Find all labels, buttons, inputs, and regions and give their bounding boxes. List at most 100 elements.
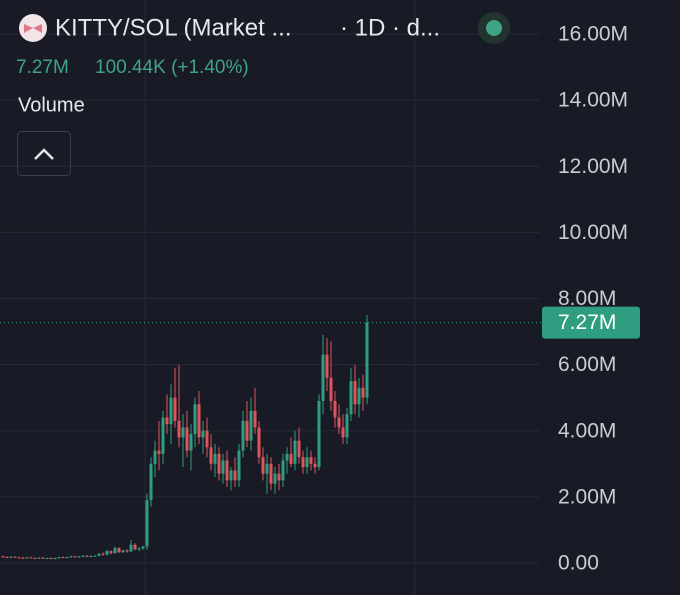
y-tick-label: 16.00M bbox=[558, 23, 628, 46]
header: KITTY/SOL (Market ... · 1D · d... 7.27M … bbox=[16, 12, 510, 176]
collapse-button[interactable] bbox=[17, 131, 71, 176]
candle-body bbox=[113, 548, 117, 554]
candle-body bbox=[121, 550, 125, 553]
candle-body bbox=[349, 381, 353, 415]
candle-body bbox=[205, 430, 209, 448]
candle-body bbox=[109, 551, 113, 554]
candle-body bbox=[345, 414, 349, 438]
candle-body bbox=[309, 457, 313, 464]
candle-body bbox=[133, 544, 137, 550]
candle-body bbox=[17, 557, 21, 559]
y-tick-label: 10.00M bbox=[558, 221, 628, 244]
candle-body bbox=[21, 557, 25, 559]
candle-body bbox=[245, 420, 249, 441]
candle-body bbox=[117, 548, 121, 553]
candle-body bbox=[261, 457, 265, 474]
candle-body bbox=[45, 558, 49, 560]
candle-body bbox=[5, 557, 9, 559]
interval: · 1D · d... bbox=[340, 14, 440, 41]
candle-body bbox=[149, 463, 153, 501]
candle-body bbox=[73, 556, 77, 558]
candle-body bbox=[141, 546, 145, 549]
candle-body bbox=[313, 463, 317, 468]
candle-body bbox=[189, 434, 193, 451]
candle-body bbox=[105, 551, 109, 555]
candle-body bbox=[341, 427, 345, 438]
candle-body bbox=[301, 457, 305, 468]
y-tick-label: 12.00M bbox=[558, 155, 628, 178]
candle-body bbox=[229, 470, 233, 481]
candle-body bbox=[85, 555, 89, 557]
candle-body bbox=[201, 430, 205, 438]
candle-body bbox=[173, 397, 177, 421]
candle-body bbox=[157, 450, 161, 454]
candle-body bbox=[285, 453, 289, 461]
candle-body bbox=[101, 553, 105, 555]
candle-body bbox=[269, 463, 273, 484]
candle-body bbox=[97, 553, 101, 556]
candle-body bbox=[33, 558, 37, 560]
last-value: 7.27M bbox=[16, 57, 69, 78]
candle-body bbox=[273, 473, 277, 484]
price-label-box bbox=[542, 306, 640, 339]
candle-body bbox=[321, 354, 325, 401]
candle-body bbox=[237, 450, 241, 481]
candle-body bbox=[253, 410, 257, 428]
candle-body bbox=[129, 544, 133, 552]
candle-body bbox=[305, 457, 309, 468]
candle-body bbox=[137, 548, 141, 550]
change: 100.44K (+1.40%) bbox=[95, 57, 249, 78]
candle-body bbox=[41, 557, 45, 559]
candle-body bbox=[57, 557, 61, 559]
y-tick-label: 14.00M bbox=[558, 89, 628, 112]
candle-body bbox=[181, 427, 185, 438]
candle-body bbox=[265, 463, 269, 474]
candle-body bbox=[325, 354, 329, 378]
candle-body bbox=[365, 322, 369, 398]
candle-body bbox=[13, 556, 17, 558]
candle-body bbox=[281, 460, 285, 481]
candle-body bbox=[77, 556, 81, 558]
candle-body bbox=[297, 440, 301, 458]
candle-body bbox=[249, 410, 253, 441]
candle-body bbox=[213, 453, 217, 464]
candle-body bbox=[361, 387, 365, 398]
candle-body bbox=[357, 387, 361, 405]
candle-body bbox=[317, 400, 321, 468]
candle-body bbox=[221, 460, 225, 474]
y-tick-label: 0.00 bbox=[558, 552, 599, 575]
y-tick-label: 6.00M bbox=[558, 353, 616, 376]
candle-body bbox=[29, 557, 33, 559]
candles bbox=[0, 315, 542, 560]
candle-body bbox=[145, 500, 149, 547]
candle-body bbox=[1, 556, 5, 558]
candle-body bbox=[69, 556, 73, 558]
candle-body bbox=[353, 381, 357, 405]
candle-body bbox=[241, 420, 245, 451]
candle-body bbox=[25, 557, 29, 559]
candle-body bbox=[81, 555, 85, 557]
candle-body bbox=[233, 470, 237, 481]
bow-icon bbox=[24, 24, 42, 33]
candle-body bbox=[209, 447, 213, 464]
chevron-icon bbox=[34, 148, 54, 160]
candle-body bbox=[125, 550, 129, 552]
y-tick-label: 8.00M bbox=[558, 287, 616, 310]
candle-body bbox=[329, 377, 333, 401]
y-axis: 0.00 2.00M 4.00M 6.00M 8.00M 10.00M 12.00M 14.0… bbox=[542, 23, 640, 575]
y-tick-label: 2.00M bbox=[558, 485, 616, 508]
candle-body bbox=[53, 558, 57, 560]
candle-body bbox=[185, 427, 189, 451]
candle-body bbox=[333, 400, 337, 418]
candle-body bbox=[177, 420, 181, 438]
candle-body bbox=[37, 557, 41, 559]
candle-body bbox=[61, 557, 65, 559]
candle-body bbox=[93, 555, 97, 557]
panel-label: Volume bbox=[18, 94, 85, 116]
candle-body bbox=[49, 558, 53, 560]
candle-body bbox=[293, 440, 297, 464]
y-tick-label: 4.00M bbox=[558, 419, 616, 442]
candle-body bbox=[197, 404, 201, 438]
candle-body bbox=[225, 460, 229, 481]
